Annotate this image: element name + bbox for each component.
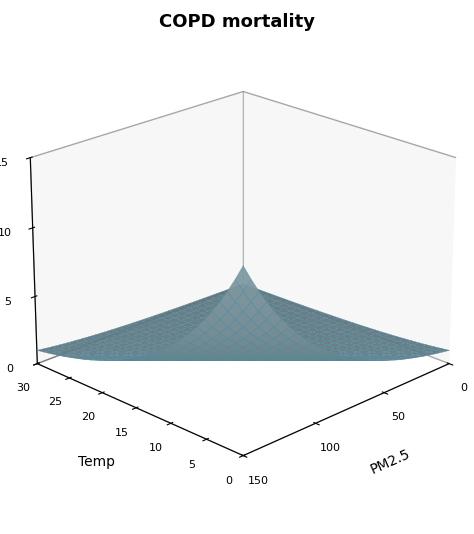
Title: COPD mortality: COPD mortality: [159, 13, 315, 32]
Y-axis label: Temp: Temp: [78, 454, 115, 469]
X-axis label: PM2.5: PM2.5: [368, 446, 412, 477]
